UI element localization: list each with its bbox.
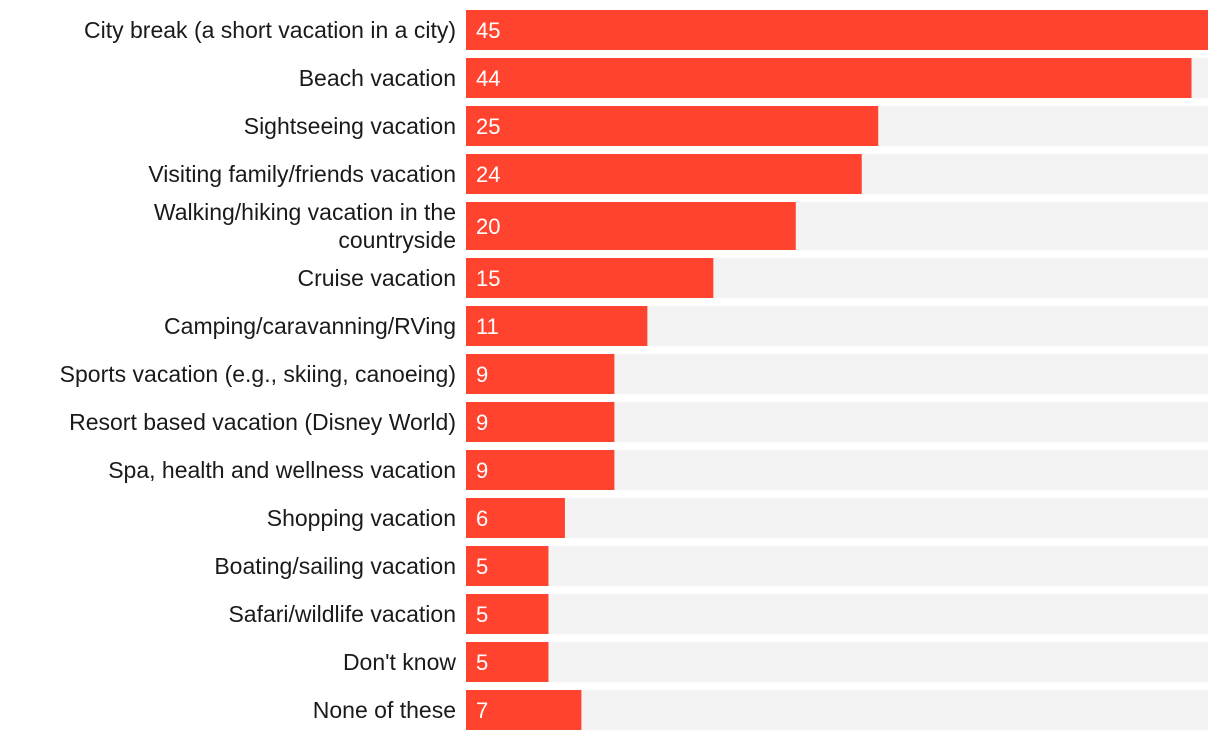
bar-row-city-break-a-short-vacation-in-a-city: City break (a short vacation in a city) 4… <box>84 10 1208 50</box>
bar <box>466 690 582 730</box>
bar-row-camping-caravanning-rving: Camping/caravanning/RVing 11 <box>164 306 1208 346</box>
category-label: Sports vacation (e.g., skiing, canoeing) <box>60 361 456 387</box>
bar <box>466 106 879 146</box>
data-label: 5 <box>476 554 488 579</box>
bar <box>466 202 796 250</box>
bar-row-walking-hiking-vacation-in-the-countryside: Walking/hiking vacation in the countrysid… <box>154 199 1208 253</box>
bar <box>466 354 615 394</box>
bar <box>466 154 862 194</box>
bar-row-spa-health-and-wellness-vacation: Spa, health and wellness vacation 9 <box>108 450 1208 490</box>
bar-row-shopping-vacation: Shopping vacation 6 <box>267 498 1208 538</box>
bar-row-cruise-vacation: Cruise vacation 15 <box>297 258 1208 298</box>
category-label: Safari/wildlife vacation <box>228 601 456 627</box>
bar-track <box>466 642 1208 682</box>
bar <box>466 306 648 346</box>
bar <box>466 258 714 298</box>
bar <box>466 402 615 442</box>
data-label: 15 <box>476 266 500 291</box>
category-label: Don't know <box>343 649 456 675</box>
category-label: Beach vacation <box>299 65 456 91</box>
category-label: None of these <box>313 697 456 723</box>
bar-row-safari-wildlife-vacation: Safari/wildlife vacation 5 <box>228 594 1208 634</box>
bar <box>466 546 549 586</box>
data-label: 9 <box>476 410 488 435</box>
bar <box>466 450 615 490</box>
bar-track <box>466 594 1208 634</box>
bar-row-beach-vacation: Beach vacation 44 <box>299 58 1208 98</box>
bar-row-sports-vacation-e-g-skiing-canoeing: Sports vacation (e.g., skiing, canoeing)… <box>60 354 1208 394</box>
category-label: Camping/caravanning/RVing <box>164 313 456 339</box>
bar-row-resort-based-vacation-disney-world: Resort based vacation (Disney World) 9 <box>69 402 1208 442</box>
bar <box>466 594 549 634</box>
bar <box>466 58 1192 98</box>
data-label: 7 <box>476 698 488 723</box>
bar-track <box>466 498 1208 538</box>
data-label: 5 <box>476 650 488 675</box>
category-label: Cruise vacation <box>297 265 456 291</box>
bar <box>466 642 549 682</box>
bar-row-don-t-know: Don't know 5 <box>343 642 1208 682</box>
data-label: 11 <box>476 314 499 339</box>
bar-track <box>466 546 1208 586</box>
category-label: City break (a short vacation in a city) <box>84 17 456 43</box>
bar <box>466 10 1208 50</box>
data-label: 9 <box>476 362 488 387</box>
bar <box>466 498 565 538</box>
bar-row-visiting-family-friends-vacation: Visiting family/friends vacation 24 <box>148 154 1208 194</box>
data-label: 9 <box>476 458 488 483</box>
category-label: Boating/sailing vacation <box>214 553 456 579</box>
data-label: 45 <box>476 18 500 43</box>
bar-row-boating-sailing-vacation: Boating/sailing vacation 5 <box>214 546 1208 586</box>
bar-row-none-of-these: None of these 7 <box>313 690 1208 730</box>
data-label: 6 <box>476 506 488 531</box>
bar-track <box>466 690 1208 730</box>
data-label: 44 <box>476 66 500 91</box>
data-label: 24 <box>476 162 500 187</box>
category-label: Spa, health and wellness vacation <box>108 457 456 483</box>
category-label: Resort based vacation (Disney World) <box>69 409 456 435</box>
category-label: Shopping vacation <box>267 505 456 531</box>
data-label: 20 <box>476 214 500 239</box>
category-label: Walking/hiking vacation in the countrysid… <box>154 199 456 253</box>
bar-row-sightseeing-vacation: Sightseeing vacation 25 <box>244 106 1208 146</box>
category-label: Sightseeing vacation <box>244 113 456 139</box>
data-label: 25 <box>476 114 500 139</box>
category-label: Visiting family/friends vacation <box>148 161 456 187</box>
data-label: 5 <box>476 602 488 627</box>
